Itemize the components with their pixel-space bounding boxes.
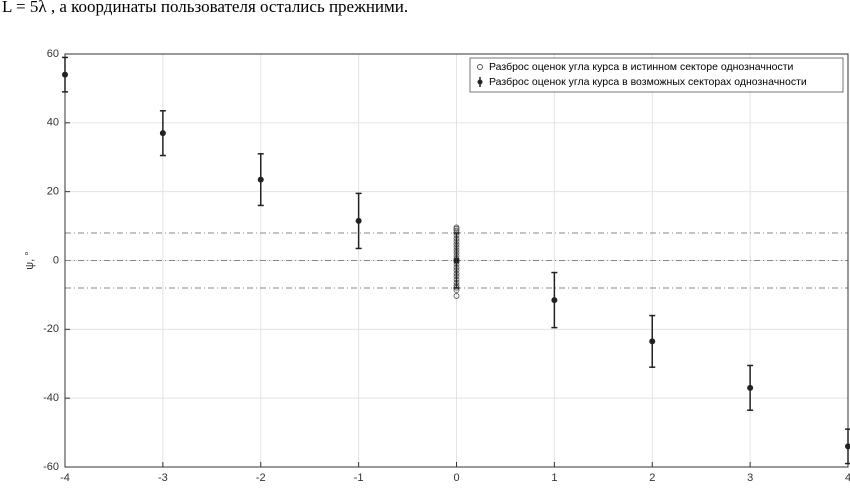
- point: [62, 71, 68, 78]
- point: [747, 384, 754, 391]
- x-tick-label: 2: [649, 472, 655, 484]
- y-tick-label: -20: [43, 323, 59, 335]
- x-tick-label: -1: [354, 472, 364, 484]
- y-tick-label: -40: [43, 392, 59, 404]
- axes-box: [64, 53, 849, 468]
- legend-label: Разброс оценок угла курса в истинном сек…: [489, 61, 794, 73]
- point: [453, 257, 460, 264]
- x-tick-label: -4: [60, 472, 70, 484]
- point: [355, 217, 362, 224]
- y-axis-label: ψ, °: [24, 251, 36, 269]
- point: [453, 224, 460, 231]
- x-tick-label: -3: [158, 472, 168, 484]
- legend-marker: [477, 79, 483, 85]
- y-tick-label: 40: [47, 117, 59, 129]
- x-tick-label: -2: [256, 472, 266, 484]
- legend-label: Разброс оценок угла курса в возможных се…: [489, 76, 807, 88]
- caption: L = 5λ , а координаты пользователя остал…: [2, 0, 408, 16]
- point: [453, 293, 460, 299]
- y-tick-label: -60: [43, 461, 59, 473]
- point: [551, 297, 558, 304]
- y-tick-label: 60: [47, 48, 59, 60]
- y-tick-label: 0: [53, 254, 59, 266]
- point: [257, 176, 264, 183]
- point: [845, 443, 850, 450]
- y-tick-label: 20: [47, 186, 59, 198]
- legend-marker: [477, 64, 483, 70]
- point: [649, 338, 656, 345]
- x-tick-label: 4: [845, 472, 850, 484]
- x-tick-label: 0: [453, 472, 459, 484]
- point: [159, 130, 166, 137]
- x-tick-label: 1: [551, 472, 557, 484]
- legend-box: [469, 57, 844, 93]
- x-tick-label: 3: [747, 472, 753, 484]
